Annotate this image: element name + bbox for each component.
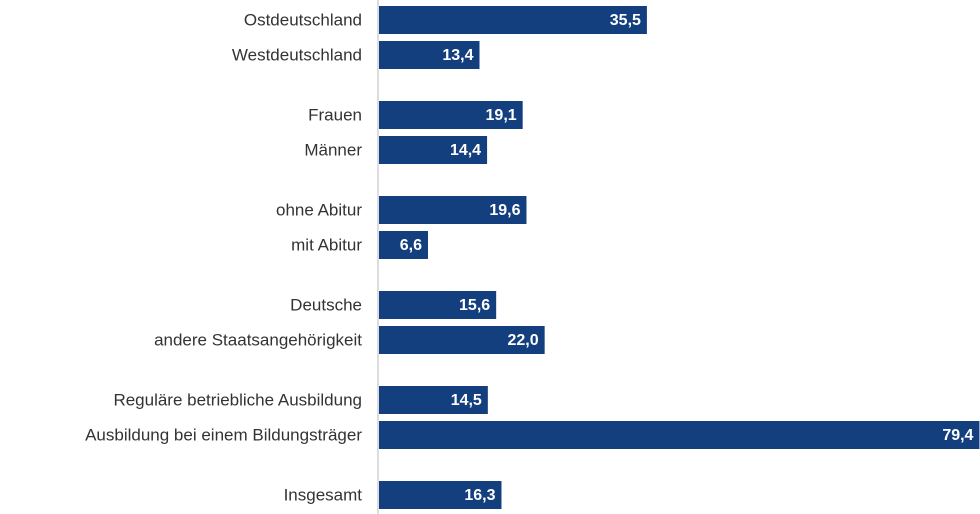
value-label: 79,4 (942, 427, 973, 444)
value-label: 6,6 (400, 237, 422, 254)
category-label: Deutsche (290, 295, 362, 314)
bar (379, 291, 497, 319)
value-label: 14,4 (450, 142, 481, 159)
category-label: ohne Abitur (276, 200, 362, 219)
value-label: 19,1 (486, 107, 517, 124)
bar (379, 421, 980, 449)
bar (379, 231, 428, 259)
bar (379, 136, 488, 164)
bar (379, 481, 502, 509)
value-label: 13,4 (442, 47, 473, 64)
category-label: mit Abitur (291, 235, 362, 254)
value-label: 19,6 (489, 202, 520, 219)
bar (379, 101, 523, 129)
bar (379, 6, 647, 34)
bar (379, 41, 480, 69)
value-label: 35,5 (610, 12, 641, 29)
value-label: 16,3 (464, 487, 495, 504)
category-label: andere Staatsangehörigkeit (154, 330, 362, 349)
bar (379, 386, 488, 414)
category-label: Männer (304, 140, 362, 159)
category-label: Westdeutschland (232, 45, 362, 64)
bar (379, 326, 545, 354)
category-label: Reguläre betriebliche Ausbildung (113, 390, 362, 409)
category-label: Frauen (308, 105, 362, 124)
value-label: 15,6 (459, 297, 490, 314)
category-label: Ausbildung bei einem Bildungsträger (85, 425, 362, 444)
value-label: 14,5 (451, 392, 482, 409)
category-label: Insgesamt (284, 485, 363, 504)
category-label: Ostdeutschland (244, 10, 362, 29)
value-label: 22,0 (508, 332, 539, 349)
bar (379, 196, 527, 224)
